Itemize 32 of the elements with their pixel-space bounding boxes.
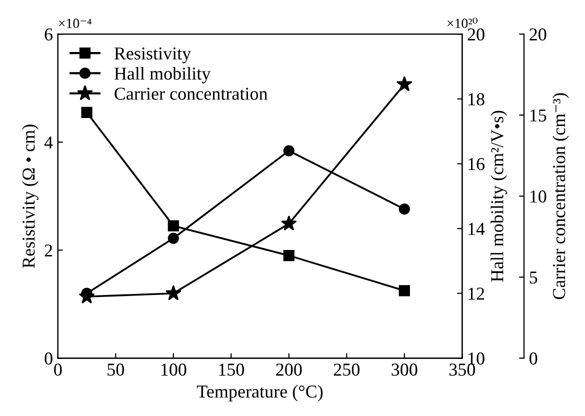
y3-axis-title: Carrier concentration (cm⁻³) [552, 93, 569, 300]
y3-tick-label: 10 [530, 190, 546, 203]
y2-tick-label: 16 [468, 158, 485, 170]
text: ×10²⁰ [448, 18, 478, 28]
y2-tick-label: 20 [468, 28, 484, 41]
y2-tick-label: 12 [468, 288, 484, 300]
x-tick-label: 200 [276, 364, 302, 376]
x-tick-label: 300 [392, 364, 418, 376]
x-tick-label: 250 [334, 364, 360, 376]
y-tick-label: 0 [44, 352, 52, 365]
y-tick-label: 2 [44, 244, 52, 256]
y2-tick-label: 14 [468, 222, 485, 235]
y-tick-label: 6 [44, 28, 53, 41]
y3-tick-label: 15 [530, 109, 546, 122]
y2-tick-label: 18 [468, 93, 484, 106]
y3-tick-label: 0 [530, 352, 538, 365]
y-axis-title: Resistivity (Ω • cm) [22, 124, 38, 268]
legend-label: Resistivity [114, 47, 192, 64]
x-tick-label: 350 [449, 364, 476, 376]
y3-tick-label: 5 [530, 272, 538, 284]
y2-axis-title: Hall mobility (cm²/V•s) [490, 110, 508, 282]
text: ×10⁻⁴ [59, 18, 92, 28]
x-tick-label: 150 [219, 364, 244, 376]
y2-tick-label: 10 [468, 352, 484, 365]
y3-tick-label: 20 [530, 28, 546, 41]
legend-label: Carrier concentration [114, 88, 268, 100]
y-tick-label: 4 [44, 136, 53, 148]
x-tick-label: 50 [108, 364, 124, 376]
x-axis-title: Temperature (°C) [196, 384, 323, 402]
legend-label: Hall mobility [114, 67, 211, 84]
x-tick-label: 0 [54, 364, 62, 376]
x-tick-label: 100 [161, 364, 186, 376]
